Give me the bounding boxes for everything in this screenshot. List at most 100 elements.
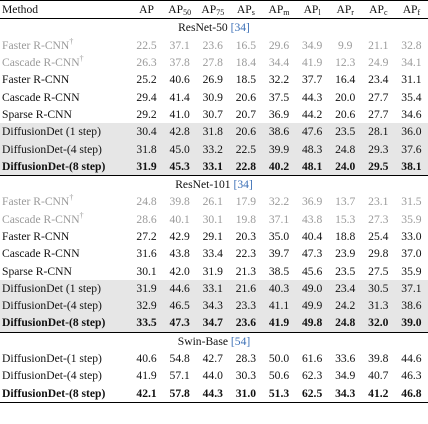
value-cell: 36.0 [401, 125, 422, 139]
value-cell: 25.2 [136, 73, 157, 87]
header-subscript: l [318, 8, 321, 18]
value-cell: 23.3 [235, 299, 257, 313]
data-row: DiffusionDet-(8 step) 42.1 57.8 44.3 31.0 51.… [0, 385, 428, 403]
value-cell: 22.8 [235, 159, 257, 173]
value-cell: 37.1 [401, 281, 422, 295]
header-subscript: 75 [216, 8, 225, 18]
value-cell: 27.5 [368, 264, 389, 278]
value-cell: 23.6 [235, 316, 257, 330]
section-row: ResNet-101 [34] [0, 175, 428, 193]
method-cell: Cascade R-CNN [0, 88, 130, 105]
method-cell: DiffusionDet-(8 step) [0, 314, 130, 332]
method-cell: Faster R-CNN† [0, 193, 130, 210]
header-text: AP [402, 3, 418, 17]
value-cell: 27.7 [368, 90, 389, 104]
value-cell: 42.9 [169, 230, 190, 243]
value-cell: 21.1 [368, 38, 389, 52]
data-row: DiffusionDet-(1 step) 40.6 54.8 42.7 28.3 50.… [0, 350, 428, 367]
method-cell: DiffusionDet-(8 step) [0, 385, 130, 403]
value-cell: 31.3 [368, 299, 389, 313]
section-title-cell: ResNet-50 [34] [0, 19, 428, 37]
value-cell: 44.0 [202, 369, 223, 383]
header-text: AP [369, 3, 384, 17]
value-cell: 18.5 [235, 73, 257, 87]
value-cell: 32.2 [268, 195, 290, 209]
value-cell: 48.1 [301, 159, 323, 173]
value-cell: 57.8 [169, 386, 190, 400]
value-cell: 39.8 [169, 195, 190, 209]
value-cell: 40.2 [268, 159, 290, 173]
value-cell: 32.2 [268, 73, 290, 87]
value-cell: 42.1 [136, 386, 157, 400]
value-cell: 34.9 [335, 369, 356, 383]
header-subscript: m [283, 8, 290, 18]
section-title: Swin-Base [177, 334, 228, 348]
value-cell: 51.3 [268, 386, 290, 400]
value-cell: 46.8 [401, 386, 422, 400]
header-cell: APl [296, 1, 329, 19]
value-cell: 20.6 [335, 107, 356, 121]
value-cell: 31.1 [401, 73, 422, 87]
value-cell: 34.7 [202, 316, 223, 330]
method-cell: DiffusionDet (1 step) [0, 280, 130, 297]
value-cell: 13.7 [335, 195, 356, 209]
data-row: DiffusionDet-(8 step) 31.9 45.3 33.1 22.8 40.… [0, 157, 428, 176]
table-body: ResNet-50 [34] Faster R-CNN† 22.5 37.1 23.6 1… [0, 19, 428, 403]
value-cell: 32.0 [368, 316, 389, 330]
value-cell: 35.9 [401, 212, 422, 226]
value-cell: 39.7 [268, 247, 290, 261]
value-cell: 18.8 [335, 230, 356, 243]
value-cell: 35.0 [268, 230, 290, 243]
method-name: DiffusionDet (1 step) [2, 125, 101, 139]
value-cell: 24.8 [335, 316, 356, 330]
method-name: Faster R-CNN [2, 230, 70, 243]
value-cell: 29.2 [136, 107, 157, 121]
method-name: DiffusionDet-(4 step) [2, 142, 102, 156]
method-name: Cascade R-CNN [2, 212, 80, 226]
value-cell: 24.8 [335, 142, 356, 156]
section-title-cell: ResNet-101 [34] [0, 175, 428, 193]
value-cell: 12.3 [335, 56, 356, 70]
value-cell: 43.8 [169, 247, 190, 261]
method-cell: Faster R-CNN [0, 228, 130, 245]
data-row: Cascade R-CNN† 26.3 37.8 27.8 18.4 34.4 41.9 12… [0, 54, 428, 71]
value-cell: 41.1 [268, 299, 290, 313]
header-subscript: r [351, 8, 354, 18]
value-cell: 30.1 [202, 212, 223, 226]
value-cell: 37.8 [169, 56, 190, 70]
value-cell: 41.2 [368, 386, 389, 400]
method-cell: DiffusionDet-(1 step) [0, 350, 130, 367]
value-cell: 47.6 [301, 125, 323, 139]
value-cell: 30.7 [202, 107, 223, 121]
method-cell: Cascade R-CNN† [0, 211, 130, 228]
value-cell: 33.1 [202, 159, 223, 173]
method-name: Cascade R-CNN [2, 56, 80, 70]
value-cell: 27.2 [136, 230, 157, 243]
value-cell: 34.1 [401, 56, 422, 70]
data-row: DiffusionDet-(4 step) 31.8 45.0 33.2 22.5 39.… [0, 140, 428, 158]
value-cell: 23.4 [335, 281, 356, 295]
value-cell: 31.9 [136, 281, 157, 295]
data-row: Sparse R-CNN 29.2 41.0 30.7 20.7 36.9 44.2 20.6… [0, 106, 428, 123]
value-cell: 40.6 [169, 73, 190, 87]
section-row: Swin-Base [54] [0, 332, 428, 350]
method-cell: DiffusionDet-(4 step) [0, 297, 130, 314]
value-cell: 42.8 [169, 125, 190, 139]
value-cell: 24.9 [368, 56, 389, 70]
method-name: Faster R-CNN [2, 195, 70, 209]
header-text: AP [336, 3, 352, 17]
method-mark: † [69, 36, 74, 46]
method-name: Sparse R-CNN [2, 264, 72, 278]
value-cell: 20.0 [335, 90, 356, 104]
value-cell: 33.1 [202, 281, 223, 295]
data-row: Sparse R-CNN 30.1 42.0 31.9 21.3 38.5 45.6 23.5… [0, 262, 428, 279]
value-cell: 62.5 [301, 386, 323, 400]
section-title-cell: Swin-Base [54] [0, 332, 428, 350]
header-row: Method AP AP50 AP75 APs APm APl APr APc APf [0, 0, 428, 19]
method-name: Cascade R-CNN [2, 90, 80, 104]
value-cell: 42.0 [169, 264, 190, 278]
value-cell: 28.6 [136, 212, 157, 226]
value-cell: 9.9 [337, 38, 353, 52]
value-cell: 48.3 [301, 142, 323, 156]
value-cell: 44.6 [169, 281, 190, 295]
